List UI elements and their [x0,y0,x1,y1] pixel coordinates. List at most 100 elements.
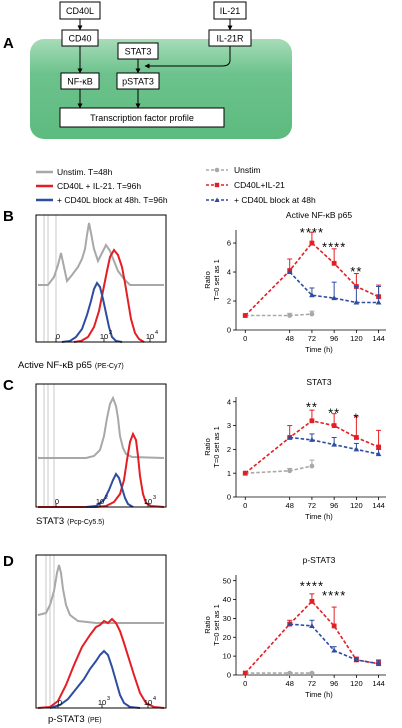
chart-2-ytick-label-1: 10 [223,652,231,661]
legend-left-label-3: + CD40L block at 48h. T=96h [57,195,168,205]
chart-1-ylabel-line-0: Ratio [203,438,212,456]
histogram-d-tick-1-exp: 3 [107,696,110,702]
histogram-c-tick-1: 10 [96,497,104,506]
line-chart-d: p-STAT3 0 10 20 30 40 50 0 48 72 96 120 144 Time (h) R… [203,555,386,699]
histogram-b-tick-1-exp: 2 [109,330,112,336]
chart-1-point-1-2 [309,418,315,424]
chart-0-point-2-2 [331,295,337,301]
chart-0-xlabel: Time (h) [305,345,333,354]
node-cd40l: CD40L [66,6,94,16]
legend-right-label-1: Unstim [234,165,260,175]
chart-2-xtick-label-2: 72 [308,679,316,688]
chart-0-xtick-label-5: 144 [372,334,385,343]
legend-right-label-2: CD40L+IL-21 [234,180,285,190]
histogram-c-fluor: (Pcp-Cy5.5) [67,519,104,526]
chart-1-ylabel-line-1: T=0 set as 1 [212,426,221,467]
node-il21r: IL-21R [216,34,244,44]
histogram-d-unstim [37,564,164,624]
chart-0-point-2-4 [375,299,382,305]
node-cd40: CD40 [68,34,91,44]
histogram-b-marker: Active NF-κB p65 [18,360,92,371]
chart-2-ytick-label-4: 40 [223,595,231,604]
chart-1-xtick-label-2: 72 [308,501,316,510]
histogram-b-axis-label: Active NF-κB p65 (PE-Cy7) [18,360,124,371]
chart-2-xtick-label-3: 96 [330,679,338,688]
chart-1-ytick-label-0: 0 [227,493,231,502]
histogram-d-tick-1: 10 [98,698,106,707]
chart-1-series-unstim [242,459,315,476]
chart-2-xtick-label-4: 120 [350,679,363,688]
chart-1-point-0-1 [287,468,293,474]
chart-2-xtick-label-0: 0 [243,679,247,688]
histogram-d-frame [35,554,167,709]
histogram-c-cd40l-il21 [38,431,165,508]
histogram-b-block [61,281,123,343]
chart-0-ytick-label-1: 2 [227,297,231,306]
chart-1-point-1-4 [353,435,359,440]
chart-0-point-0-1 [287,313,293,318]
panel-letter-a: A [3,35,14,52]
histogram-d-axis-label: p-STAT3 (PE) [48,714,102,725]
chart-1-ylabel: RatioT=0 set as 1 [203,426,221,467]
legend-left: Unstim. T=48h CD40L + IL-21. T=96h + CD4… [36,167,168,205]
chart-0-xtick-label-0: 0 [243,334,247,343]
chart-1-xtick-label-4: 120 [350,501,363,510]
histogram-d-tick-2-exp: 4 [153,696,156,702]
node-nfkb: NF-κB [67,77,93,87]
chart-2-annotation-0: **** [300,578,324,593]
chart-0-xtick-label-4: 120 [350,334,363,343]
chart-0-xtick-label-3: 96 [330,334,338,343]
node-pstat3: pSTAT3 [122,77,154,87]
chart-2-point-0-2 [309,670,315,676]
chart-2-title: p-STAT3 [303,555,336,565]
histogram-b-cd40l-il21 [73,248,145,343]
chart-0-line-0 [245,313,312,317]
chart-2-ytick-label-2: 20 [223,633,231,642]
chart-2-ylabel: RatioT=0 set as 1 [203,604,221,645]
chart-2-annotation-1: **** [322,588,346,603]
chart-0-point-0-2 [309,311,315,317]
chart-2-point-1-3 [331,623,337,629]
chart-0-point-2-1 [309,292,315,298]
histogram-d-block [49,649,141,709]
chart-1-ytick-label-2: 2 [227,445,231,454]
row-d: D 0 10 3 10 4 p-STAT3 (PE) p-STAT30102030… [3,553,386,725]
chart-1-point-2-2 [331,441,337,447]
chart-0-point-1-0 [242,313,248,318]
histogram-c-unstim [38,395,165,459]
chart-0-series-cd40l-block-at-48h [286,269,382,305]
legend-right-marker-1 [214,167,220,173]
chart-2-ytick-label-3: 30 [223,614,231,623]
legend-right-label-3: + CD40L block at 48h [234,195,316,205]
histogram-b-tick-2: 10 [146,332,154,341]
histogram-d-marker: p-STAT3 [48,714,85,725]
histogram-c-frame [35,383,167,508]
histogram-c-tick-1-exp: 2 [105,495,108,501]
histogram-c-tick-0: 0 [55,497,59,506]
histogram-c-ticks: 0 10 2 10 3 [55,495,156,507]
histogram-c-tick-2-exp: 3 [153,495,156,501]
arrow-il21r-pstat3 [144,46,231,69]
chart-2-point-2-3 [353,656,360,662]
row-b: B 0 10 2 10 4 Active NF-κB p65 (PE-Cy7) A… [3,208,386,371]
chart-1-ytick-label-4: 4 [227,397,231,406]
chart-1-point-2-4 [375,451,382,457]
chart-0-point-1-2 [309,240,315,246]
chart-2-line-1 [244,600,379,674]
chart-0-ytick-label-3: 6 [227,239,231,248]
histogram-c-marker: STAT3 [36,516,64,527]
row-c: C 0 10 2 10 3 STAT3 (Pcp-Cy5.5) STAT30123… [3,377,386,527]
line-chart-c: STAT3 0 1 2 3 4 0 48 72 96 120 144 Time (h) RatioT=0 … [203,377,386,521]
node-tf-box [59,107,225,128]
chart-1-line-0 [245,465,313,474]
histogram-d-tick-2: 10 [144,698,152,707]
panel-a: A CD40L IL-21 CD40 IL-21R STAT3 NF-κB pS… [3,1,292,139]
line-chart-b: Active NF-κB p65 0 2 4 6 0 48 72 96 120 144 Time (h… [203,210,386,354]
chart-0-ytick-label-0: 0 [227,326,231,335]
histogram-b-tick-1: 10 [100,332,108,341]
chart-1-ytick-label-1: 1 [227,469,231,478]
chart-1-line-1 [244,419,379,474]
chart-2-xtick-label-1: 48 [286,679,294,688]
chart-1-point-0-2 [309,463,315,469]
node-il21: IL-21 [220,6,241,16]
